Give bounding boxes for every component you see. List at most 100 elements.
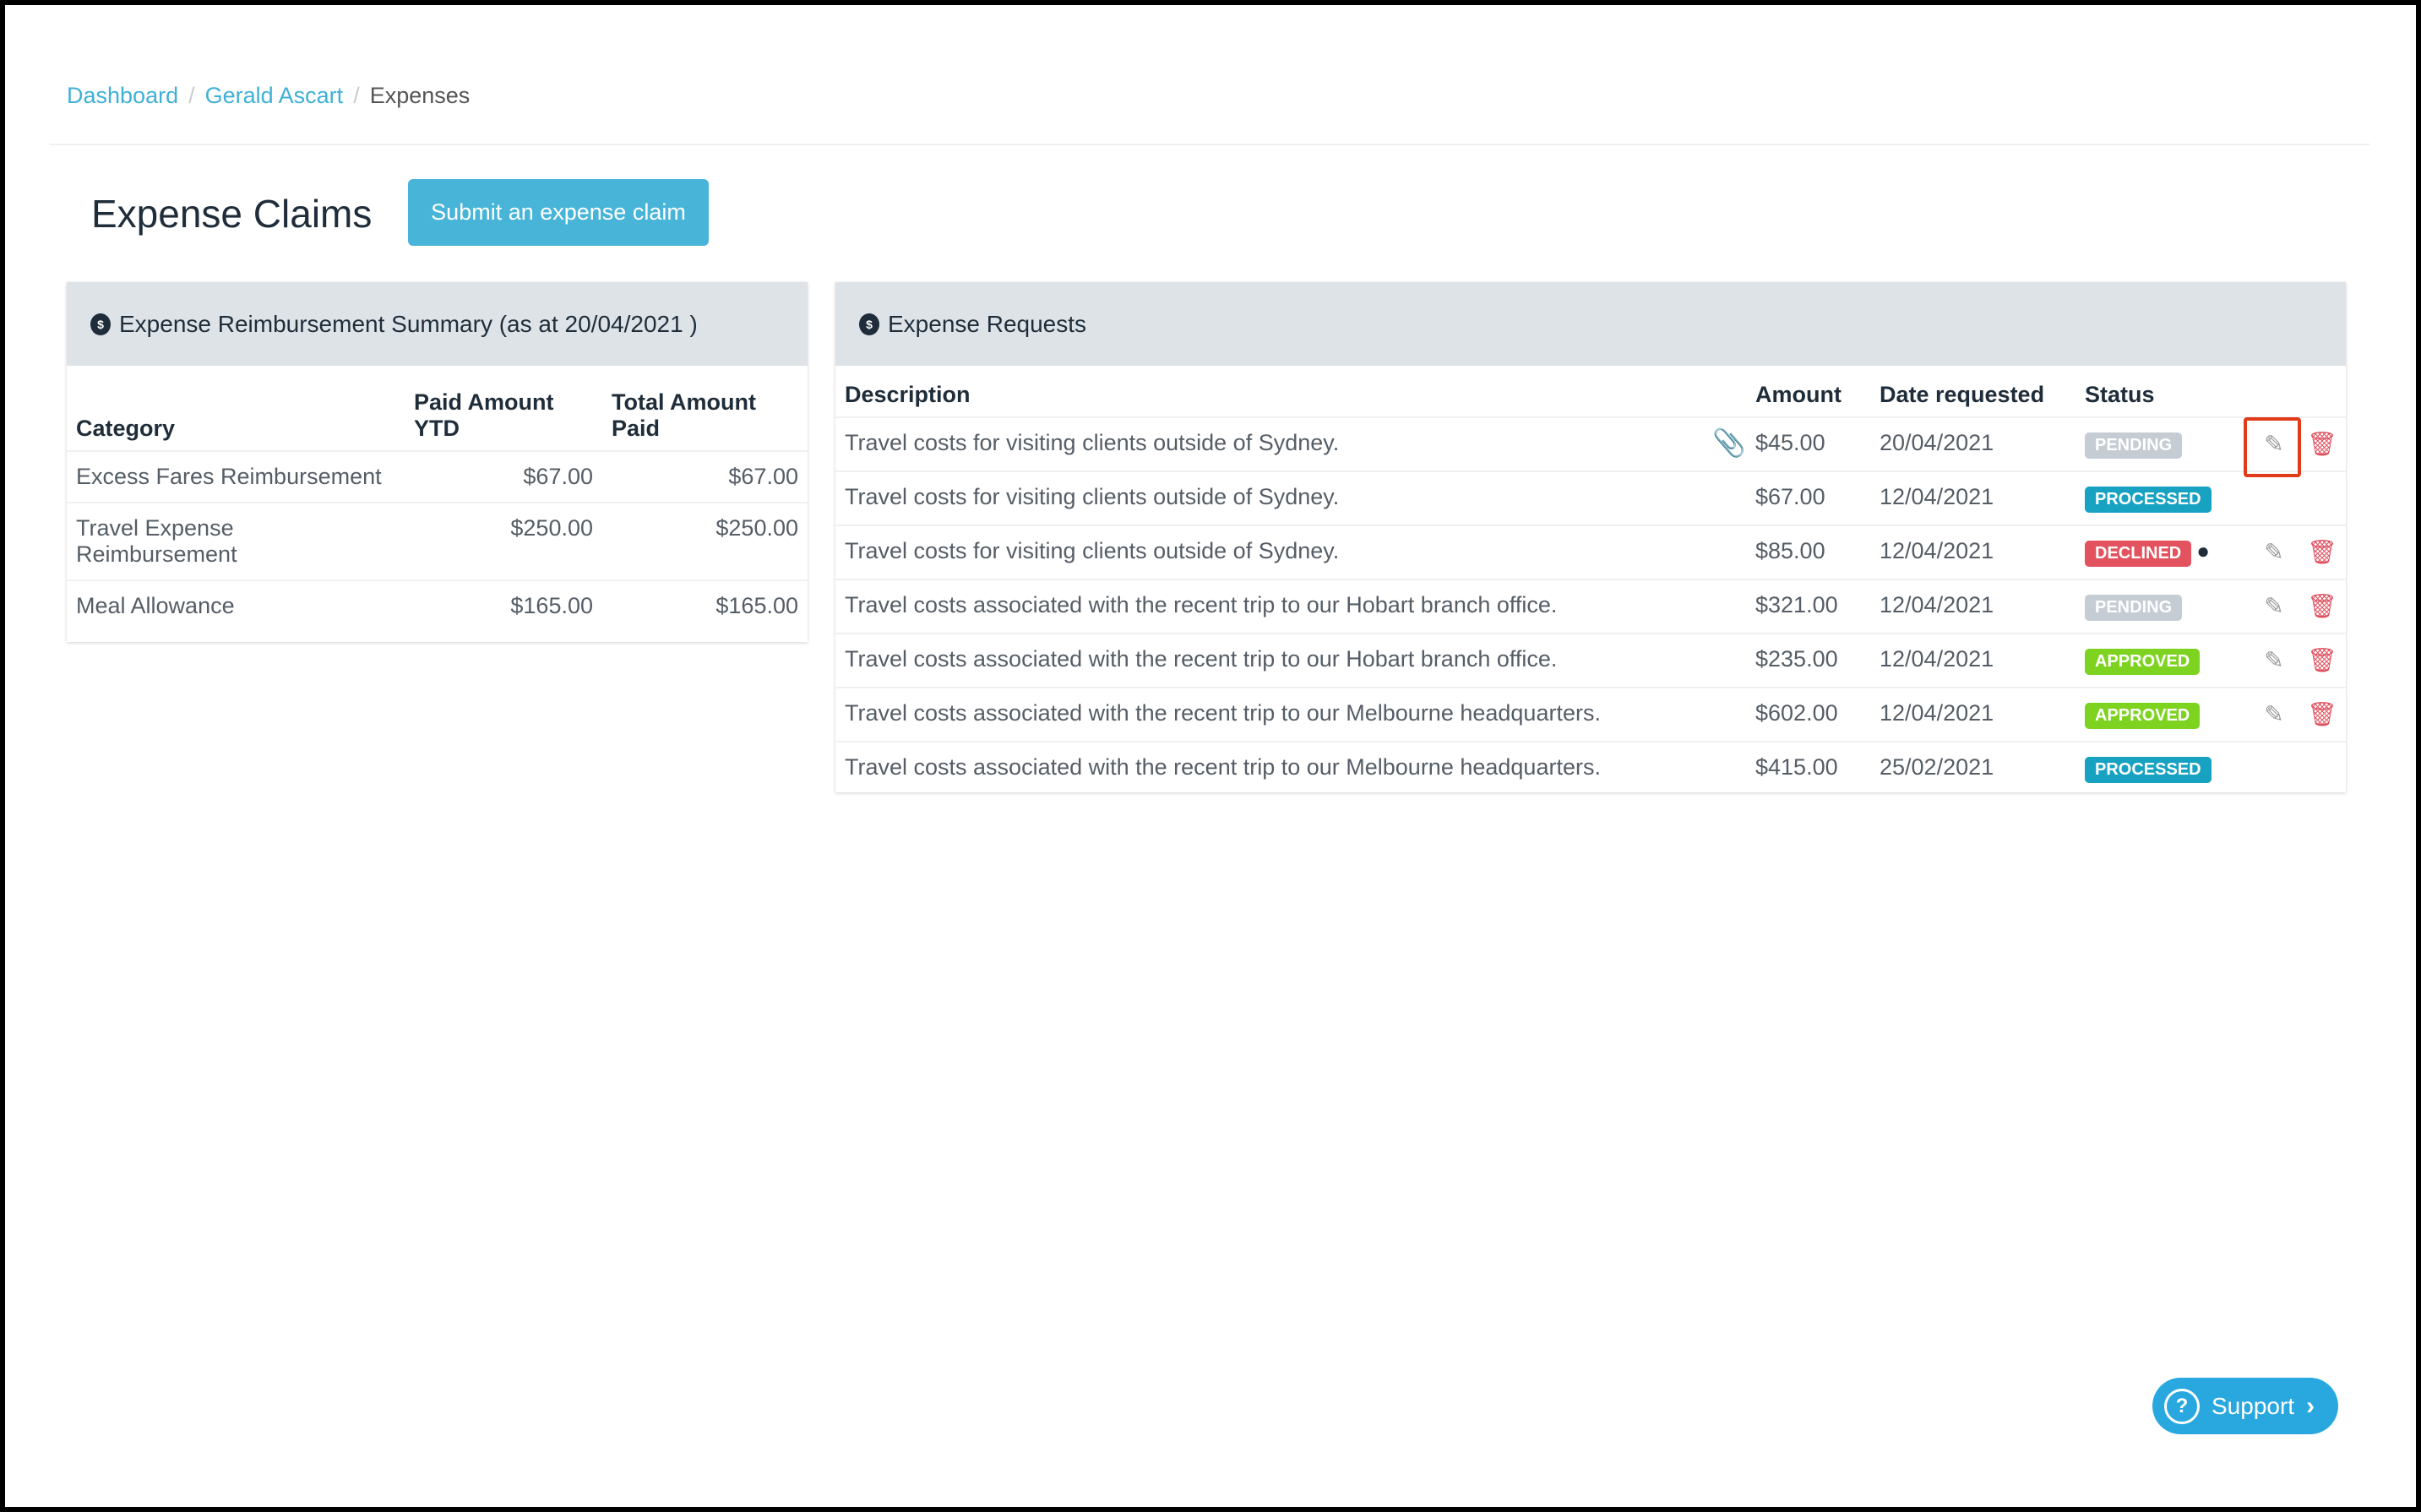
status-badge: PROCESSED <box>2085 757 2212 783</box>
edit-icon[interactable]: ✎ <box>2264 539 2284 565</box>
category: Meal Allowance <box>67 579 405 631</box>
amount: $235.00 <box>1746 633 1870 688</box>
summary-row: Meal Allowance $165.00 $165.00 <box>67 579 808 631</box>
status-badge: PENDING <box>2085 432 2183 459</box>
col-description: Description <box>845 382 971 407</box>
status-badge: PROCESSED <box>2085 487 2212 513</box>
breadcrumb-separator: / <box>353 83 360 108</box>
status: APPROVED <box>2076 687 2244 742</box>
status: PENDING <box>2076 579 2244 634</box>
col-status: Status <box>2085 382 2155 407</box>
actions <box>2244 741 2346 795</box>
page-title: Expense Claims <box>91 192 373 236</box>
divider <box>49 144 2370 145</box>
status-badge: APPROVED <box>2085 703 2201 729</box>
description: Travel costs for visiting clients outsid… <box>835 470 1746 525</box>
description: Travel costs associated with the recent … <box>835 633 1746 688</box>
breadcrumb: Dashboard / Gerald Ascart / Expenses <box>67 83 470 109</box>
paid-ytd: $250.00 <box>405 502 602 580</box>
chevron-right-icon: › <box>2306 1391 2315 1420</box>
summary-header: $ Expense Reimbursement Summary (as at 20… <box>67 282 808 366</box>
status-badge: APPROVED <box>2085 649 2201 675</box>
trash-icon[interactable]: 🗑 <box>2307 701 2337 727</box>
request-row: Travel costs associated with the recent … <box>835 579 2346 634</box>
request-row: Travel costs for visiting clients outsid… <box>835 525 2346 579</box>
description-text: Travel costs for visiting clients outsid… <box>845 538 1340 563</box>
submit-expense-claim-button[interactable]: Submit an expense claim <box>408 179 709 246</box>
status: PENDING <box>2076 416 2244 471</box>
category: Excess Fares Reimbursement <box>67 450 405 503</box>
request-row: Travel costs for visiting clients outsid… <box>835 470 2346 525</box>
actions: ✎ 🗑 <box>2244 579 2346 634</box>
description-text: Travel costs associated with the recent … <box>845 646 1558 672</box>
date-requested: 12/04/2021 <box>1870 579 2076 634</box>
total-paid: $250.00 <box>602 502 808 580</box>
requests-panel: $ Expense Requests Description Amount Dat… <box>835 282 2346 795</box>
description-text: Travel costs associated with the recent … <box>845 592 1558 617</box>
description-text: Travel costs for visiting clients outsid… <box>845 484 1340 509</box>
date-requested: 12/04/2021 <box>1870 633 2076 688</box>
col-amount: Amount <box>1755 382 1842 407</box>
paperclip-icon[interactable]: 📎 <box>1712 427 1746 458</box>
edit-icon[interactable]: ✎ <box>2264 593 2284 619</box>
request-row: Travel costs associated with the recent … <box>835 633 2346 688</box>
breadcrumb-current: Expenses <box>369 83 471 108</box>
date-requested: 20/04/2021 <box>1870 416 2076 471</box>
screen: Dashboard / Gerald Ascart / Expenses Expen… <box>5 5 2416 1507</box>
description: Travel costs associated with the recent … <box>835 579 1746 634</box>
description-text: Travel costs associated with the recent … <box>845 700 1601 726</box>
request-row: Travel costs for visiting clients outsid… <box>835 416 2346 471</box>
actions: ✎ 🗑 <box>2244 687 2346 742</box>
trash-icon[interactable]: 🗑 <box>2307 647 2337 673</box>
status-badge: DECLINED <box>2085 541 2192 567</box>
support-button[interactable]: ? Support › <box>2152 1378 2338 1434</box>
description: Travel costs for visiting clients outsid… <box>835 525 1746 579</box>
total-paid: $67.00 <box>602 450 808 503</box>
description: Travel costs for visiting clients outsid… <box>835 416 1746 471</box>
col-paid-ytd: Paid Amount YTD <box>414 389 554 441</box>
trash-icon[interactable]: 🗑 <box>2307 593 2337 619</box>
edit-icon[interactable]: ✎ <box>2264 701 2284 727</box>
date-requested: 25/02/2021 <box>1870 741 2076 795</box>
requests-header: $ Expense Requests <box>835 282 2346 366</box>
description-text: Travel costs for visiting clients outsid… <box>845 430 1340 455</box>
summary-panel: $ Expense Reimbursement Summary (as at 20… <box>67 282 808 642</box>
status: APPROVED <box>2076 633 2244 688</box>
summary-title: Expense Reimbursement Summary (as at 20/… <box>119 310 698 337</box>
edit-icon[interactable]: ✎ <box>2264 647 2284 673</box>
status-badge: PENDING <box>2085 595 2183 621</box>
coin-icon: $ <box>859 313 879 335</box>
breadcrumb-separator: / <box>188 83 195 108</box>
actions <box>2244 470 2346 525</box>
comment-icon[interactable]: ● <box>2196 538 2210 563</box>
summary-row: Excess Fares Reimbursement $67.00 $67.00 <box>67 450 808 503</box>
category: Travel Expense Reimbursement <box>67 502 405 580</box>
summary-table: Category Paid Amount YTD Total Amount Pa… <box>67 366 808 631</box>
support-label: Support <box>2212 1392 2295 1419</box>
actions: ✎ 🗑 <box>2244 416 2346 471</box>
breadcrumb-dashboard[interactable]: Dashboard <box>67 83 179 108</box>
amount: $415.00 <box>1746 741 1870 795</box>
status: PROCESSED <box>2076 470 2244 525</box>
amount: $85.00 <box>1746 525 1870 579</box>
date-requested: 12/04/2021 <box>1870 470 2076 525</box>
request-row: Travel costs associated with the recent … <box>835 741 2346 795</box>
date-requested: 12/04/2021 <box>1870 687 2076 742</box>
status: PROCESSED <box>2076 741 2244 795</box>
status: DECLINED ● <box>2076 525 2244 579</box>
amount: $602.00 <box>1746 687 1870 742</box>
edit-icon[interactable]: ✎ <box>2264 431 2284 457</box>
coin-icon: $ <box>90 313 111 335</box>
col-actions <box>2244 366 2346 417</box>
trash-icon[interactable]: 🗑 <box>2307 431 2337 457</box>
actions: ✎ 🗑 <box>2244 525 2346 579</box>
col-category: Category <box>76 416 176 441</box>
amount: $67.00 <box>1746 470 1870 525</box>
actions: ✎ 🗑 <box>2244 633 2346 688</box>
trash-icon[interactable]: 🗑 <box>2307 539 2337 565</box>
paid-ytd: $165.00 <box>405 579 602 631</box>
col-date: Date requested <box>1880 382 2045 407</box>
requests-table: Description Amount Date requested Status… <box>835 366 2346 795</box>
breadcrumb-gerald-ascart[interactable]: Gerald Ascart <box>204 83 344 108</box>
summary-row: Travel Expense Reimbursement $250.00 $250.… <box>67 502 808 580</box>
